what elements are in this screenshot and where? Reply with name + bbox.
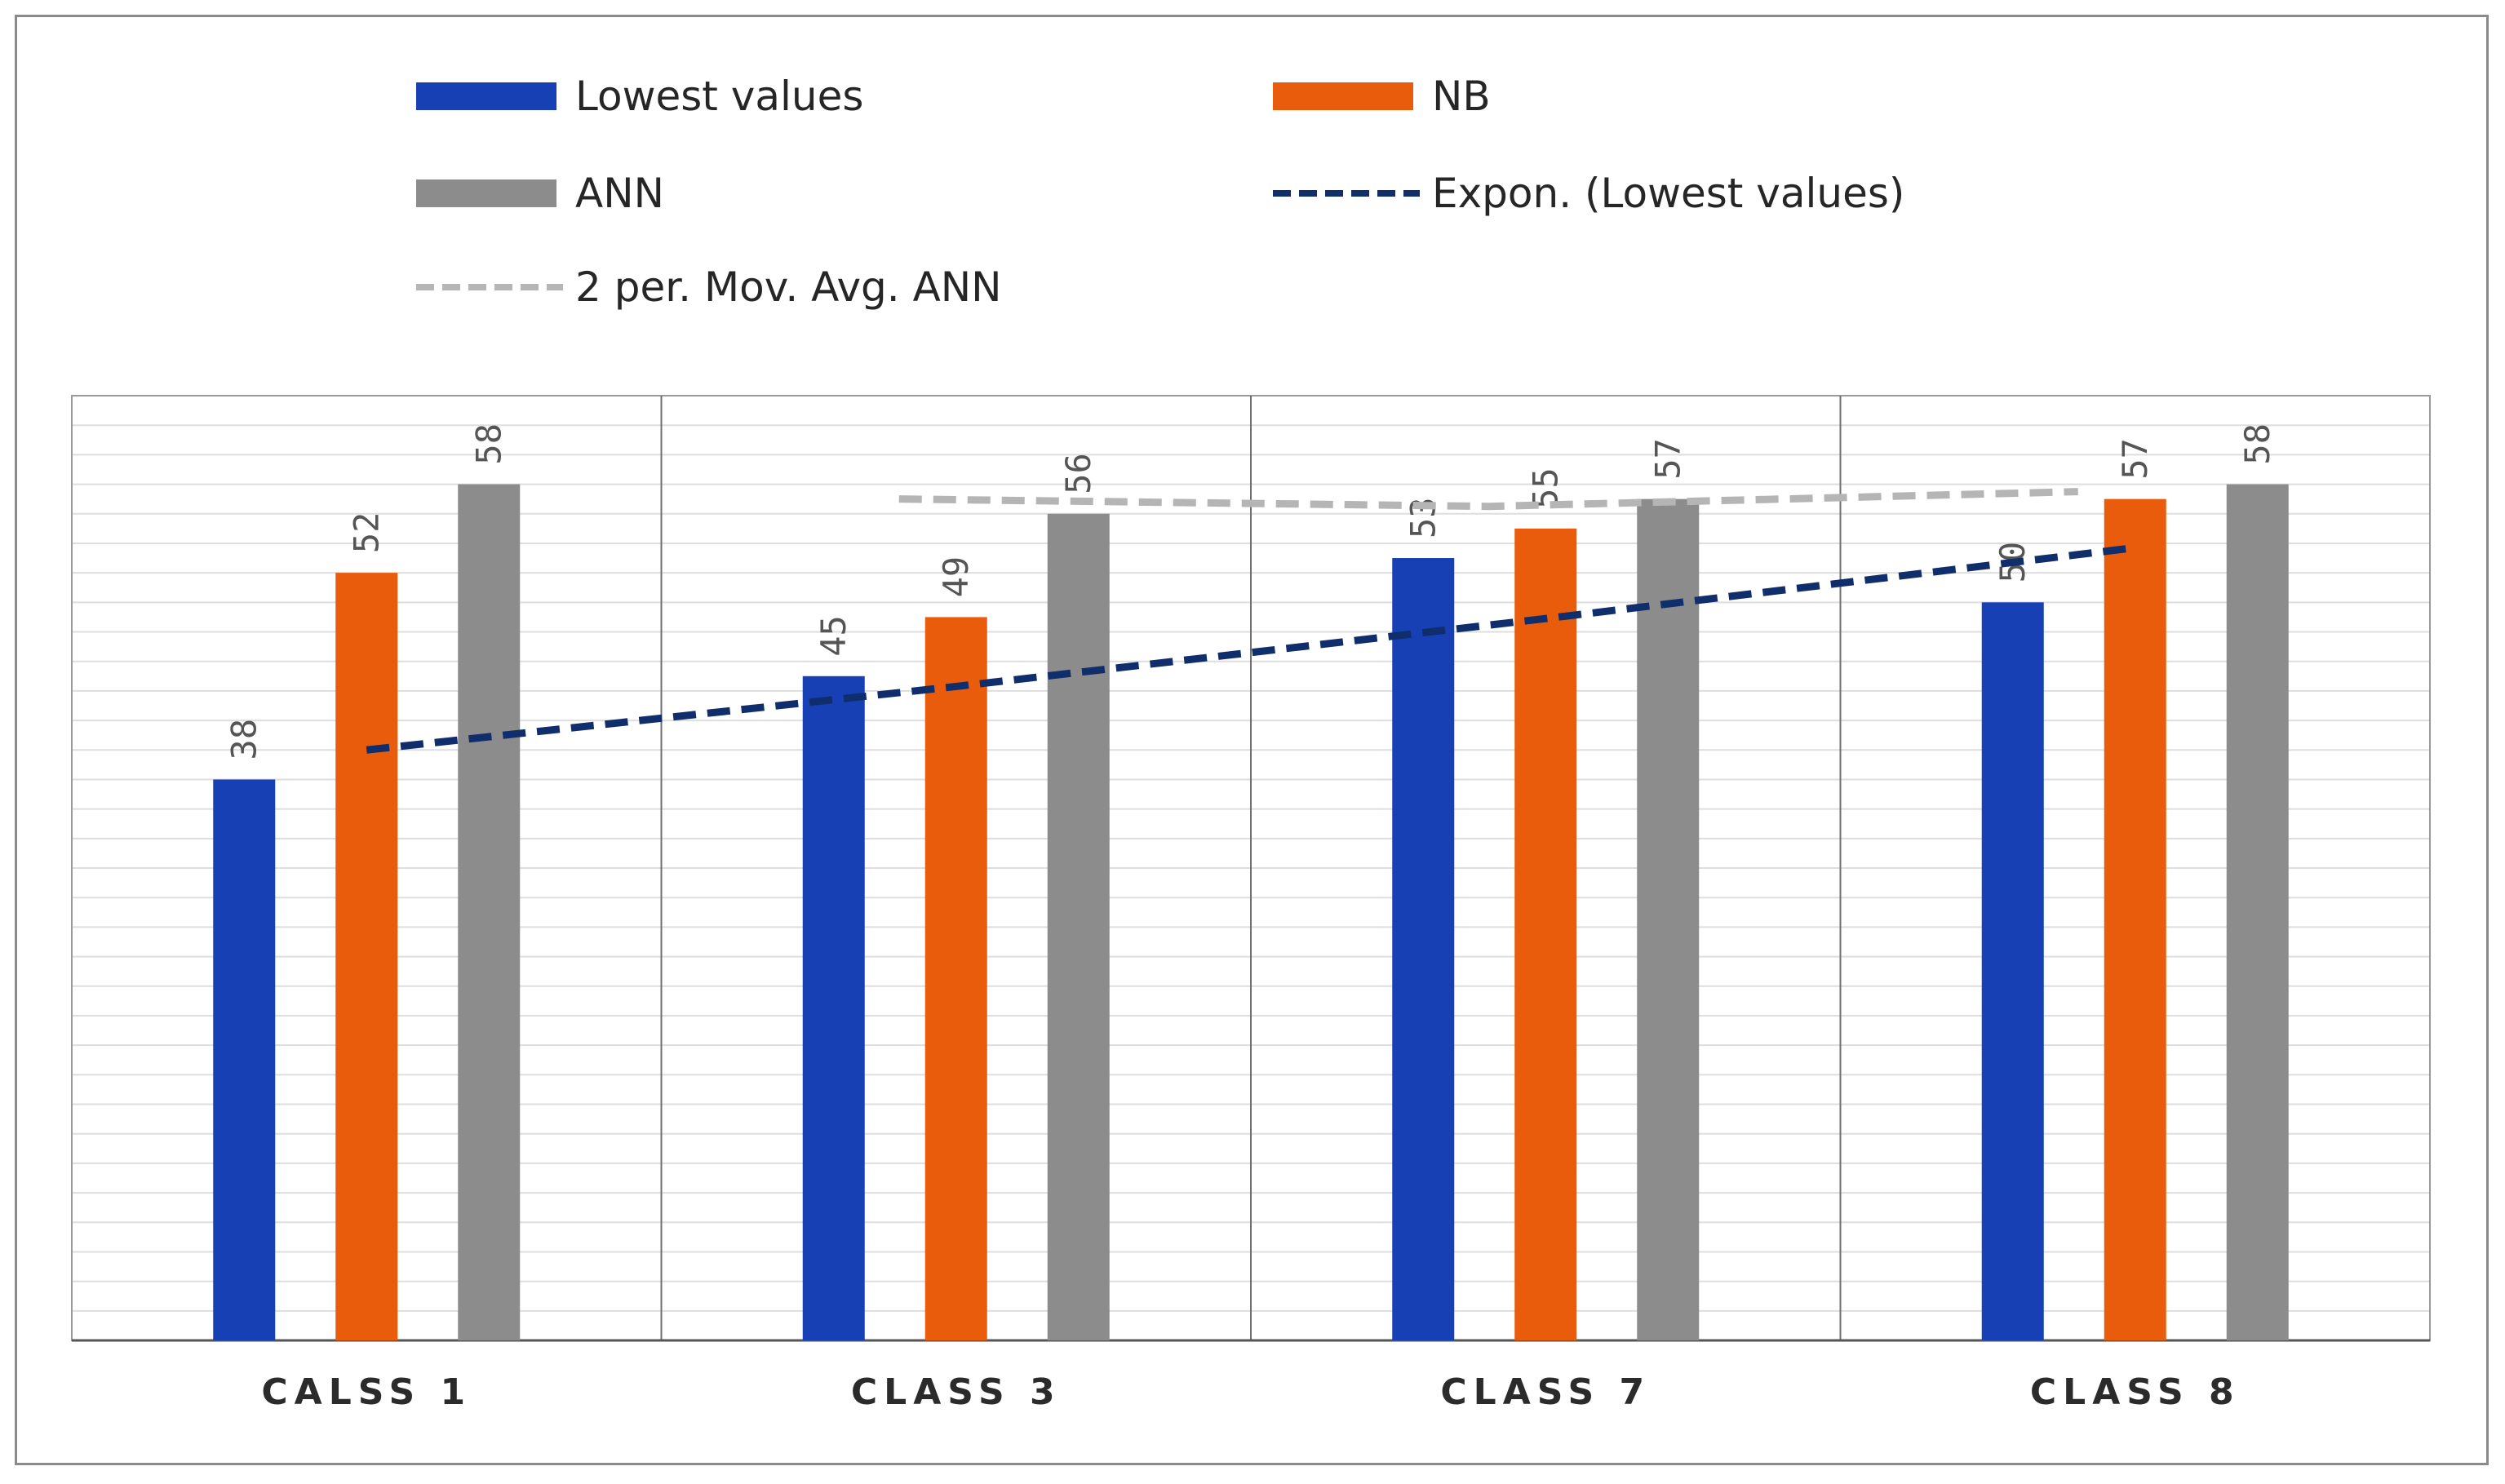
data-label: 45 bbox=[814, 615, 853, 657]
legend-label: NB bbox=[1432, 73, 1491, 120]
category-label: CLASS 7 bbox=[1440, 1371, 1651, 1413]
bar-lowest-values-class-7 bbox=[1392, 558, 1455, 1340]
category-label: CLASS 8 bbox=[2030, 1371, 2241, 1413]
bar-lowest-values-class-3 bbox=[802, 676, 865, 1340]
legend-label: Expon. (Lowest values) bbox=[1432, 170, 1904, 217]
bar-lowest-values-class-8 bbox=[1981, 602, 2044, 1340]
legend-label: ANN bbox=[575, 170, 664, 217]
data-label: 58 bbox=[468, 423, 508, 465]
bar-ann-class-3 bbox=[1047, 513, 1110, 1340]
data-label: 38 bbox=[224, 719, 264, 760]
data-label: 52 bbox=[346, 512, 386, 554]
data-label: 57 bbox=[2115, 438, 2155, 480]
bar-ann-calss-1 bbox=[458, 484, 521, 1340]
chart-frame bbox=[15, 15, 2489, 1465]
bar-nb-class-3 bbox=[924, 617, 987, 1340]
category-label: CALSS 1 bbox=[261, 1371, 472, 1413]
data-label: 57 bbox=[1647, 438, 1687, 480]
bar-nb-class-7 bbox=[1514, 528, 1577, 1340]
bar-nb-class-8 bbox=[2104, 498, 2166, 1340]
legend-swatch-lowest-values bbox=[416, 82, 556, 110]
trendline-expon-lowest-values bbox=[366, 543, 2136, 754]
bar-nb-calss-1 bbox=[335, 573, 398, 1340]
legend: Lowest values NB ANN Expon. (Lowest values)… bbox=[416, 73, 1904, 311]
legend-label: Lowest values bbox=[575, 73, 863, 120]
trendline-2-per-mov-avg-ann bbox=[898, 488, 2078, 511]
bar-lowest-values-calss-1 bbox=[213, 779, 276, 1340]
bar-ann-class-7 bbox=[1637, 498, 1700, 1340]
legend-label: 2 per. Mov. Avg. ANN bbox=[575, 264, 1002, 311]
category-label: CLASS 3 bbox=[851, 1371, 1062, 1413]
data-label: 58 bbox=[2237, 423, 2277, 465]
data-label: 56 bbox=[1058, 453, 1098, 494]
bar-ann-class-8 bbox=[2226, 484, 2289, 1340]
legend-swatch-ann bbox=[416, 179, 556, 207]
data-label: 49 bbox=[936, 556, 976, 598]
legend-swatch-nb bbox=[1273, 82, 1413, 110]
